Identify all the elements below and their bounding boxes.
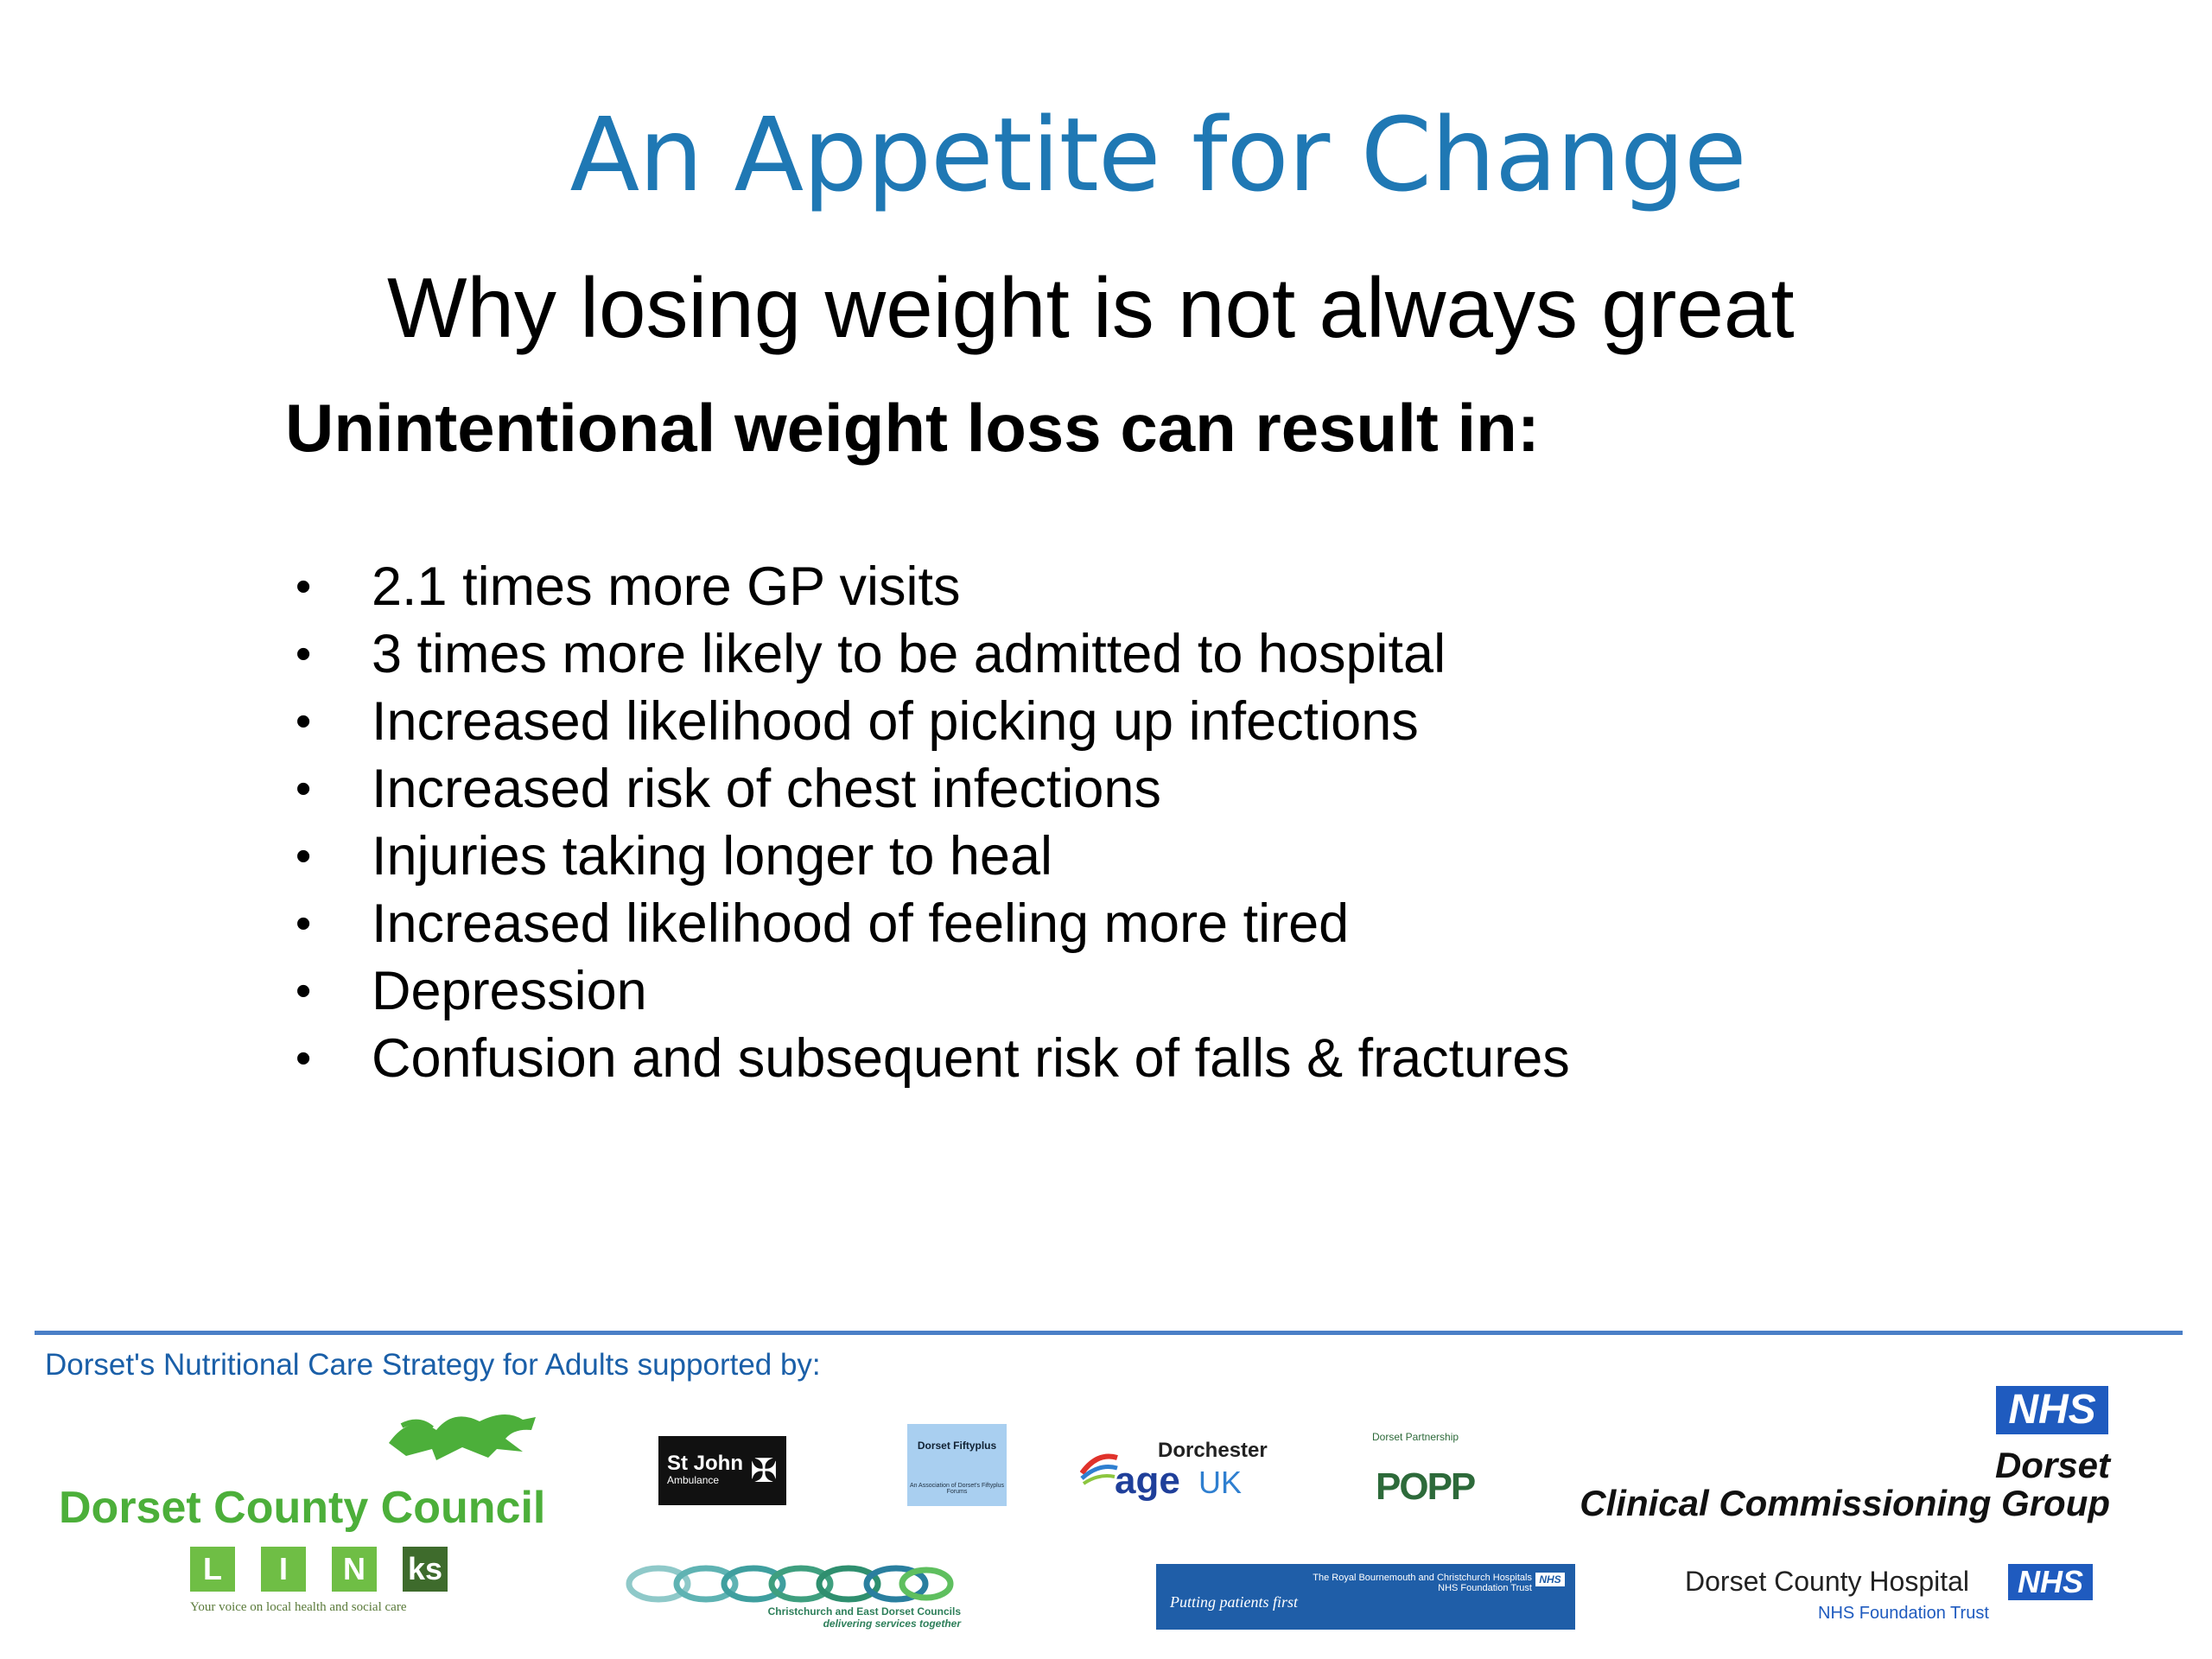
maltese-cross-icon: ✠ — [750, 1453, 778, 1490]
list-item: • 2.1 times more GP visits — [285, 553, 1570, 620]
list-item: • Increased risk of chest infections — [285, 755, 1570, 823]
age-uk-logo: Dorchester age UK — [1071, 1421, 1274, 1512]
nhs-logo: NHS — [2008, 1564, 2093, 1600]
bullet-icon: • — [296, 696, 312, 747]
supported-by-text: Dorset's Nutritional Care Strategy for A… — [45, 1348, 821, 1382]
bullet-icon: • — [296, 899, 312, 949]
bullet-list: • 2.1 times more GP visits • 3 times more … — [285, 553, 1570, 1092]
list-item: • Increased likelihood of feeling more ti… — [285, 890, 1570, 957]
ccg-name-line1: Dorset — [1994, 1445, 2110, 1485]
list-item: • Injuries taking longer to heal — [285, 823, 1570, 890]
slide-title: An Appetite for Change — [569, 95, 1746, 214]
dch-trust-text: NHS Foundation Trust — [1818, 1604, 1989, 1623]
list-item: • Increased likelihood of picking up infe… — [285, 688, 1570, 755]
christchurch-east-dorset-logo: Christchurch and East Dorset Councils de… — [624, 1562, 961, 1630]
age-uk-swoosh-icon — [1080, 1453, 1118, 1485]
dorset-county-hospital-logo: Dorset County Hospital — [1685, 1566, 1970, 1597]
nhs-logo: NHS — [1535, 1573, 1565, 1586]
list-item: • Confusion and subsequent risk of falls … — [285, 1025, 1570, 1092]
ccg-name-line2: Clinical Commissioning Group — [1580, 1483, 2110, 1523]
slide-subtitle: Why losing weight is not always great — [387, 260, 1795, 355]
lion-logo-icon — [389, 1414, 536, 1460]
nhs-logo: NHS — [1996, 1386, 2108, 1434]
section-heading: Unintentional weight loss can result in: — [285, 390, 1540, 466]
chain-links-icon — [626, 1565, 954, 1603]
bullet-icon: • — [296, 1033, 312, 1084]
links-tagline: Your voice on local health and social ca… — [190, 1600, 407, 1614]
popp-logo: Dorset Partnership POPP — [1372, 1431, 1476, 1508]
st-john-ambulance-logo: St John Ambulance ✠ — [658, 1436, 786, 1505]
links-logo: L I N ks — [190, 1547, 448, 1592]
bullet-icon: • — [296, 966, 312, 1016]
dorset-county-council-logo: Dorset County Council — [59, 1483, 546, 1533]
bullet-icon: • — [296, 831, 312, 881]
list-item: • 3 times more likely to be admitted to h… — [285, 620, 1570, 688]
bullet-icon: • — [296, 629, 312, 679]
list-item: • Depression — [285, 957, 1570, 1025]
dorset-fiftyplus-logo: Dorset Fiftyplus An Association of Dorse… — [907, 1424, 1007, 1506]
footer-divider — [35, 1331, 2183, 1335]
bullet-icon: • — [296, 562, 312, 612]
bullet-icon: • — [296, 764, 312, 814]
royal-bournemouth-logo: Putting patients first The Royal Bournem… — [1156, 1564, 1575, 1630]
